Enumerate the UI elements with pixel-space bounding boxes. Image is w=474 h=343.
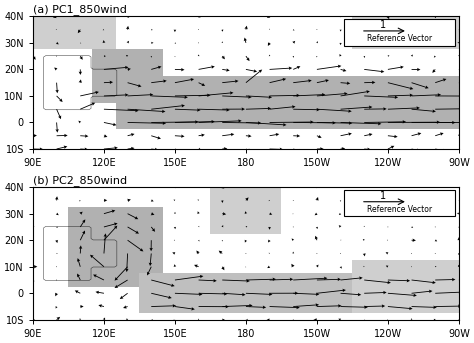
FancyBboxPatch shape: [344, 190, 455, 216]
Text: 1: 1: [380, 20, 386, 30]
Text: (b) PC2_850wind: (b) PC2_850wind: [33, 175, 127, 186]
Text: (a) PC1_850wind: (a) PC1_850wind: [33, 4, 127, 15]
Text: 1: 1: [380, 191, 386, 201]
FancyBboxPatch shape: [344, 19, 455, 46]
Text: Reference Vector: Reference Vector: [367, 34, 432, 43]
Text: Reference Vector: Reference Vector: [367, 205, 432, 214]
